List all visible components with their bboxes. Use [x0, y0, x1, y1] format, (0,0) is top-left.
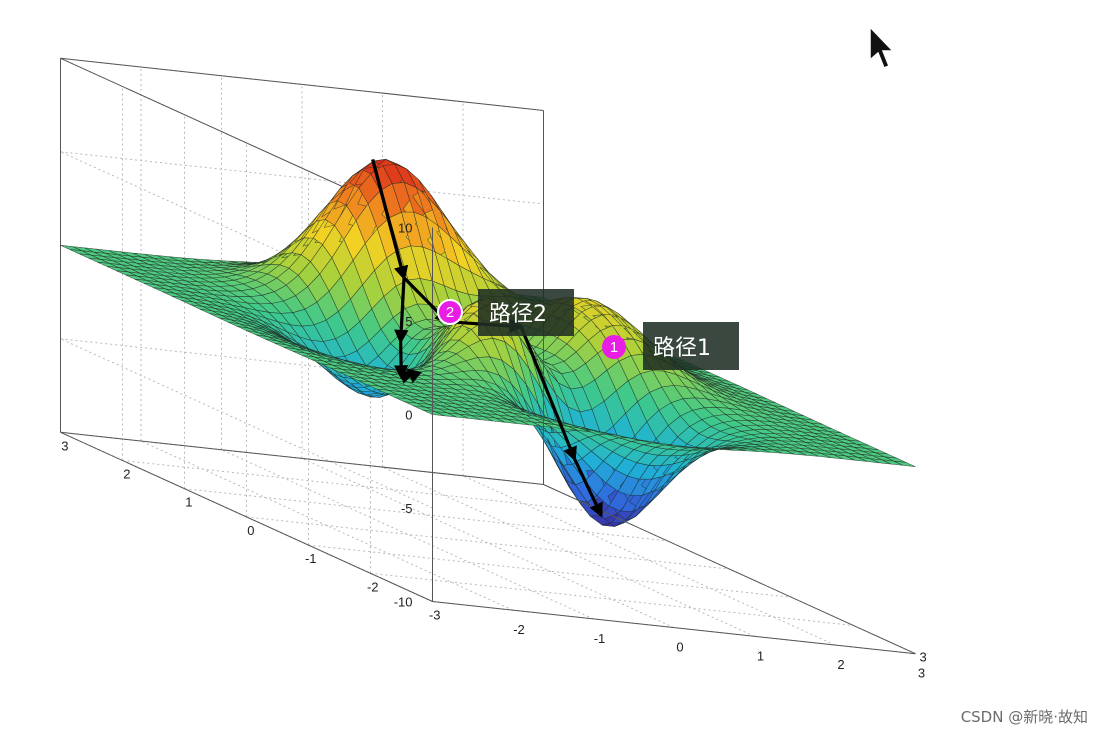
y-tick-label: 3: [920, 650, 927, 665]
annotation-2-badge: [437, 299, 463, 325]
y-tick-label: -3: [429, 608, 441, 623]
floor-gridline-y: [308, 544, 792, 598]
x-axis-line: [432, 601, 916, 655]
x-tick-label: -1: [594, 631, 606, 646]
z-tick-label: -5: [401, 501, 413, 516]
annotation-1-box: [643, 322, 739, 370]
floor-gridline-y: [184, 488, 668, 542]
floor-gridline-y: [246, 516, 730, 570]
path-2-arrow: [371, 159, 409, 281]
x-tick-label: 1: [757, 648, 764, 663]
box-edge: [60, 57, 544, 111]
box-edge: [60, 431, 433, 602]
z-tick-label: 5: [405, 314, 412, 329]
y-axis-line: [543, 484, 916, 655]
path-1-arrow: [573, 457, 603, 518]
path-2-arrow: [406, 368, 422, 384]
path-1-arrow: [519, 326, 577, 462]
x-tick-label: 0: [676, 640, 683, 655]
y-tick-label: 0: [247, 523, 254, 538]
x-tick-label: 3: [918, 666, 925, 681]
annotation-1-label: 路径1: [653, 336, 711, 361]
floor-gridline-x: [382, 466, 755, 637]
annotation-2-badge-number: 2: [446, 304, 454, 321]
floor-gridline-y: [122, 460, 606, 514]
annotation-1-badge-number: 1: [610, 339, 618, 356]
box-edge: [60, 431, 544, 485]
z-tick-label: -10: [394, 595, 413, 610]
annotation-2-label: 路径2: [489, 302, 547, 327]
floor-gridline-x: [301, 457, 675, 629]
x-tick-label: 2: [837, 657, 844, 672]
path-2-arrow: [394, 277, 409, 345]
axes-front: [432, 110, 916, 655]
floor-gridline-y: [370, 572, 854, 626]
watermark: CSDN @新晓·故知: [960, 708, 1088, 726]
y-tick-label: 3: [61, 438, 68, 453]
annotation-1: 路径1 1: [602, 322, 739, 370]
annotation-1-badge: [602, 335, 626, 359]
surface-cell: [893, 460, 916, 467]
annotation-2-box: [478, 289, 574, 336]
wall-gridline-z: [60, 338, 433, 509]
wall-gridline-z: [60, 338, 544, 392]
path-2-arrow: [393, 341, 409, 380]
y-tick-label: 2: [123, 467, 130, 482]
mouse-cursor-icon: [869, 25, 895, 69]
floor-gridline-x: [462, 475, 836, 646]
z-tick-label: 10: [398, 221, 412, 236]
x-tick-label: -2: [513, 622, 525, 637]
y-tick-label: 1: [185, 495, 192, 510]
surface-mesh: [60, 158, 916, 527]
annotation-2: 路径2 2: [437, 289, 574, 336]
y-tick-label: -1: [305, 551, 317, 566]
z-tick-label: 0: [405, 408, 412, 423]
y-tick-label: -2: [367, 579, 379, 594]
